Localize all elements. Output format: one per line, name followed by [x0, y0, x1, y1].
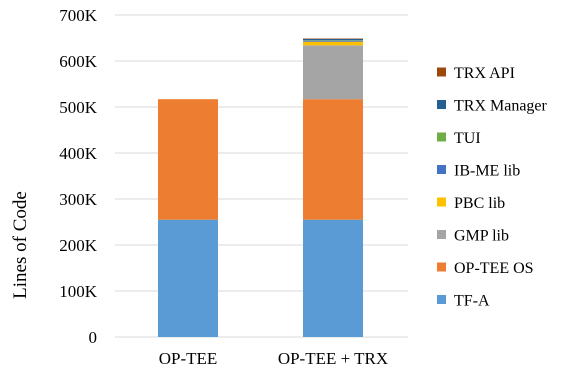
bar-segment-1-6: [303, 38, 363, 41]
legend-swatch: [437, 165, 446, 174]
legend-swatch: [437, 100, 446, 109]
y-tick-label: 300K: [59, 190, 98, 209]
legend-swatch: [437, 230, 446, 239]
legend-label: TUI: [454, 130, 481, 147]
legend-label: TRX API: [454, 65, 515, 82]
legend-swatch: [437, 295, 446, 304]
x-tick-labels: OP-TEE OP-TEE + TRX: [159, 349, 388, 368]
y-tick-label: 700K: [59, 6, 98, 25]
bar-segment-0-1: [158, 99, 218, 220]
y-tick-label: 0: [89, 328, 98, 347]
bar-segment-1-4: [303, 40, 363, 42]
legend: TRX API TRX Manager TUI IB-ME lib PBC lib GMP…: [437, 65, 548, 310]
x-tick-label: OP-TEE + TRX: [278, 349, 388, 368]
x-tick-label: OP-TEE: [159, 349, 218, 368]
legend-label: OP-TEE OS: [454, 260, 534, 277]
bar-segment-0-0: [158, 219, 218, 337]
y-tick-label: 600K: [59, 52, 98, 71]
legend-label: GMP lib: [454, 228, 509, 245]
legend-swatch: [437, 67, 446, 77]
legend-label: TF-A: [454, 293, 490, 310]
legend-label: TRX Manager: [454, 98, 548, 115]
bar-segment-1-0: [303, 219, 363, 337]
bars: [158, 38, 363, 337]
y-tick-labels: 0 100K 200K 300K 400K 500K 600K 700K: [59, 6, 98, 347]
bar-segment-1-1: [303, 99, 363, 220]
bar-segment-1-3: [303, 41, 363, 46]
legend-label: IB-ME lib: [454, 163, 520, 180]
y-tick-label: 100K: [59, 282, 98, 301]
y-axis-title: Lines of Code: [10, 191, 31, 299]
y-tick-label: 500K: [59, 98, 98, 117]
y-tick-label: 400K: [59, 144, 98, 163]
bar-segment-1-2: [303, 45, 363, 100]
legend-swatch: [437, 197, 446, 207]
legend-swatch: [437, 132, 446, 142]
y-tick-label: 200K: [59, 236, 98, 255]
legend-swatch: [437, 262, 446, 272]
legend-label: PBC lib: [454, 195, 505, 212]
